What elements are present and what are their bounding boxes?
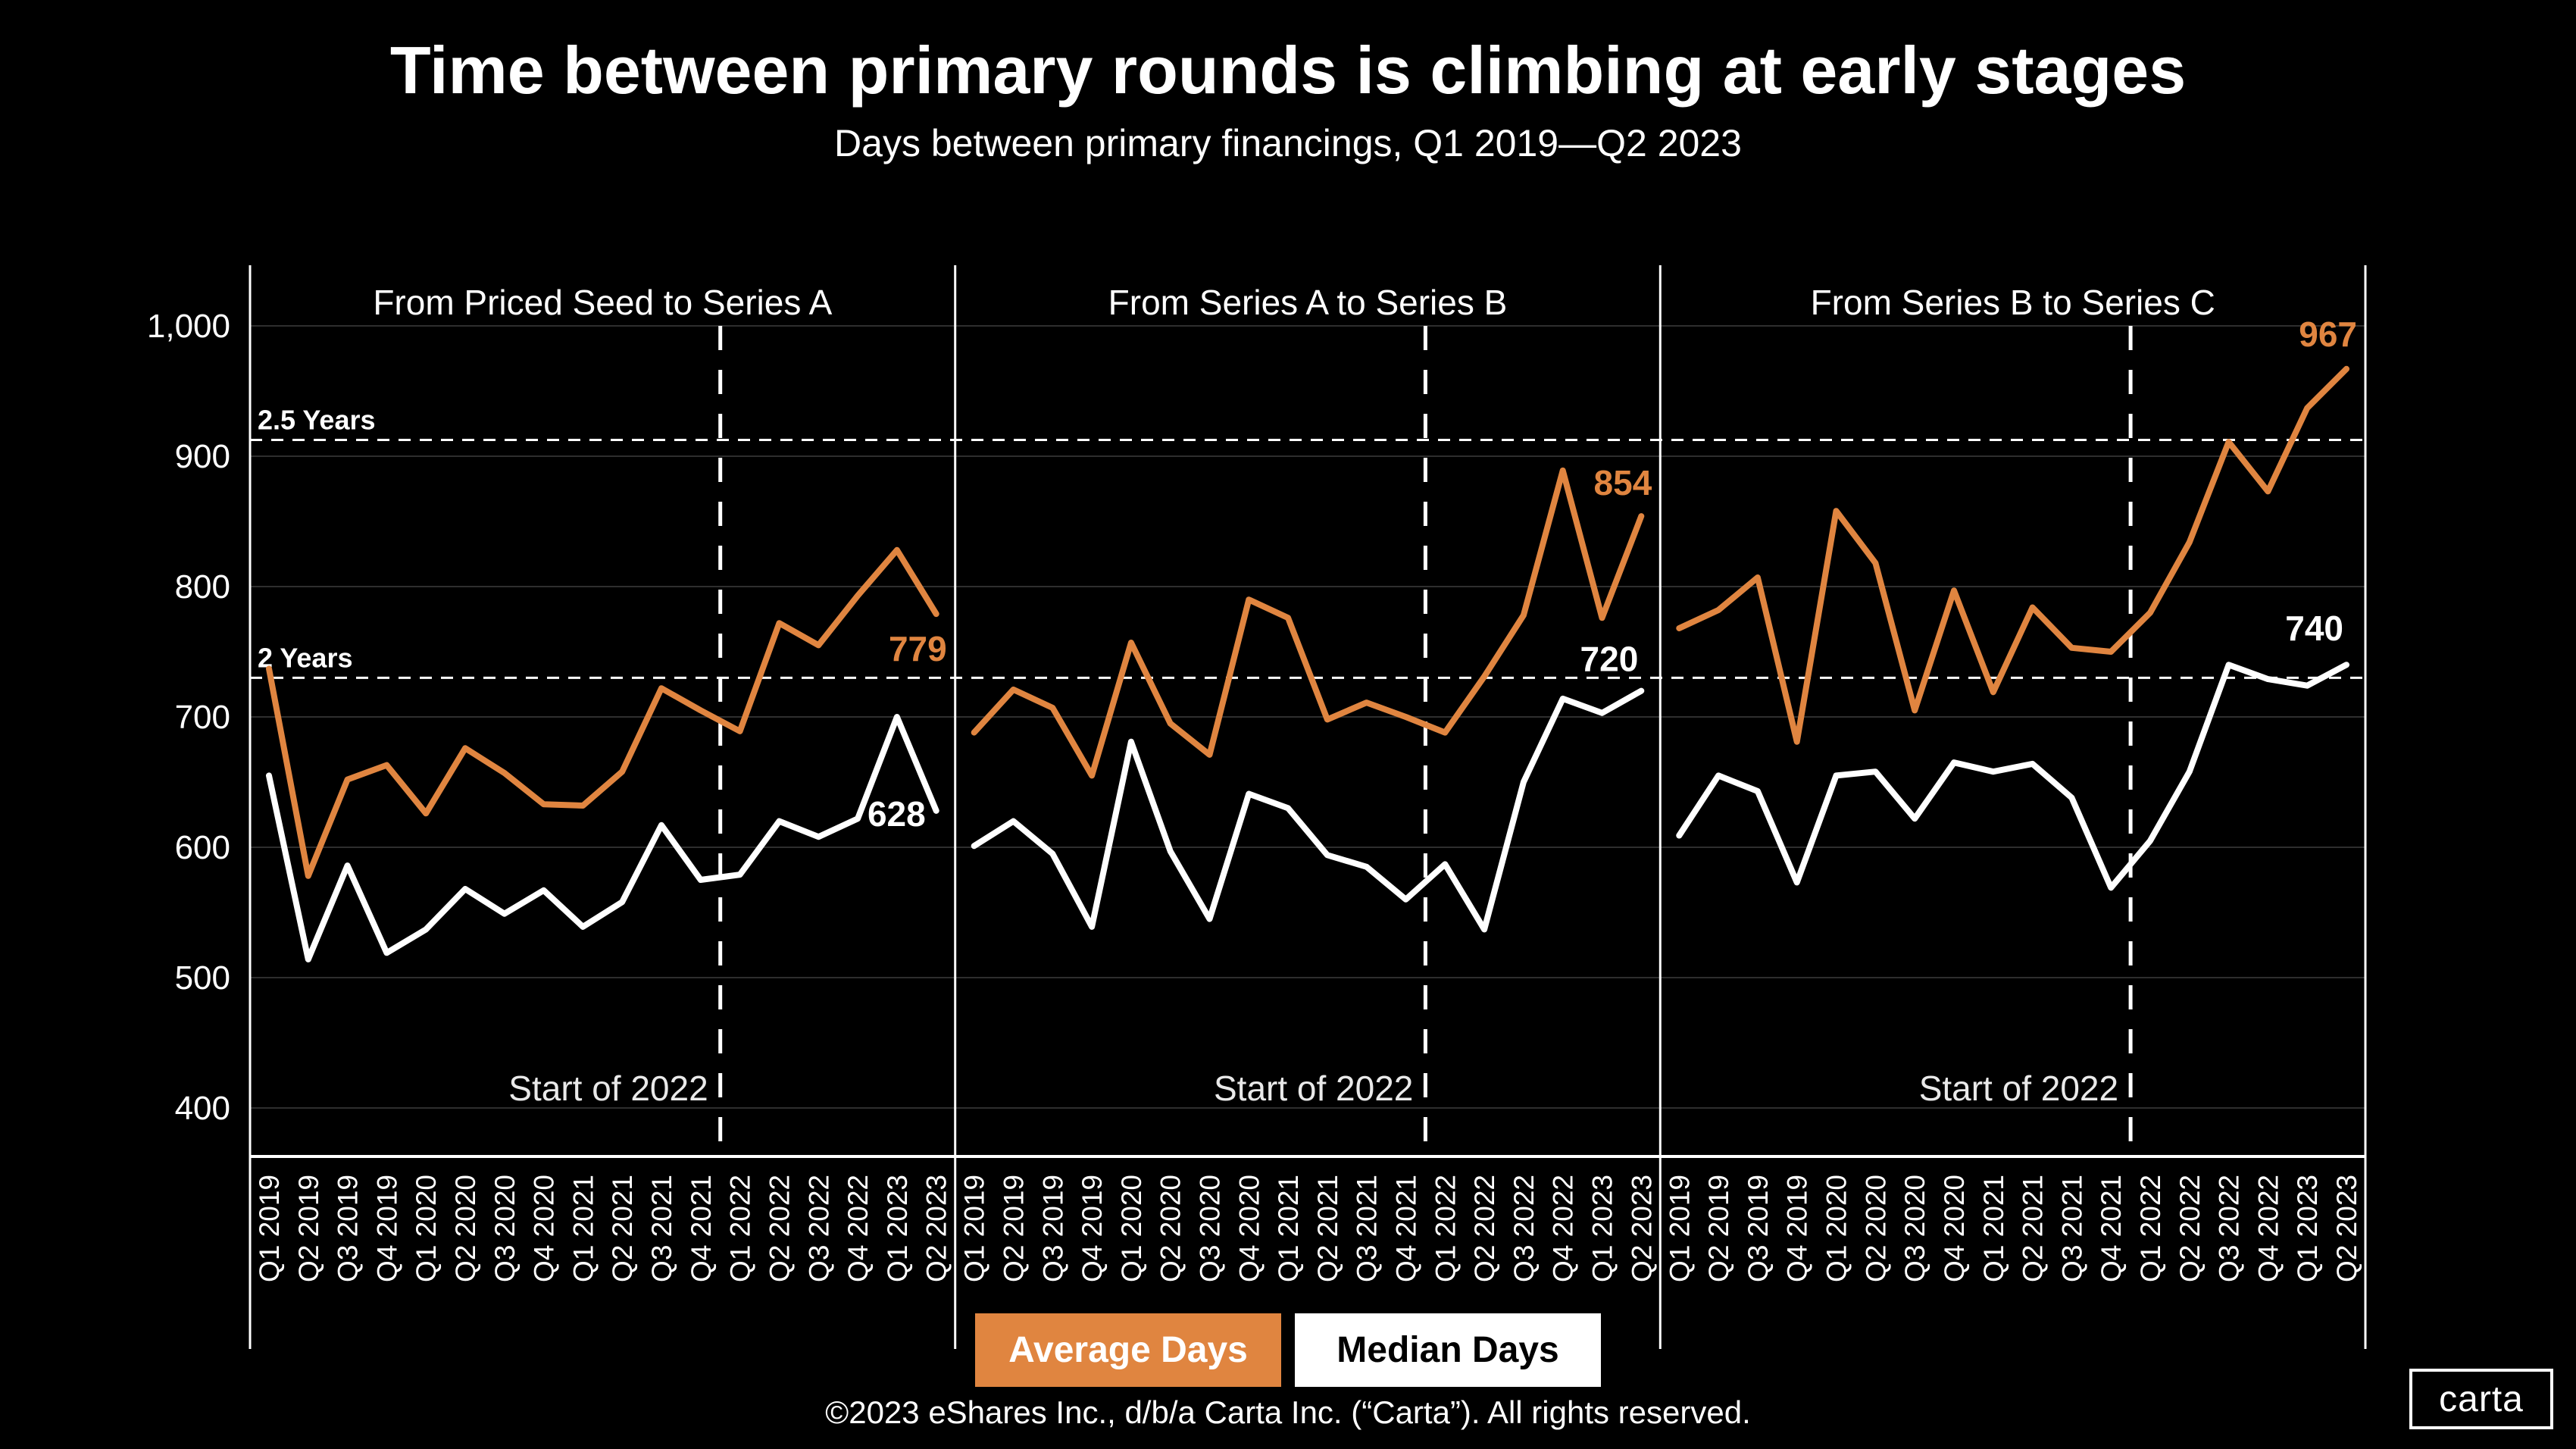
x-axis-tick-label: Q3 2020 (1195, 1175, 1226, 1282)
y-axis-tick-label: 1,000 (147, 308, 230, 345)
x-axis-tick-label: Q1 2020 (411, 1175, 442, 1282)
y-axis-tick-label: 800 (175, 568, 230, 606)
y-axis-tick-label: 700 (175, 699, 230, 736)
legend-average-days-label: Average Days (1008, 1330, 1248, 1370)
x-axis-tick-label: Q1 2020 (1821, 1175, 1852, 1282)
x-axis-tick-label: Q4 2022 (2252, 1175, 2284, 1282)
x-axis-tick-label: Q1 2020 (1116, 1175, 1147, 1282)
x-axis-tick-label: Q3 2022 (2214, 1175, 2245, 1282)
x-axis-tick-label: Q3 2019 (1743, 1175, 1774, 1282)
x-axis-tick-label: Q4 2021 (686, 1175, 717, 1282)
line-median-days (971, 687, 1645, 933)
x-axis-tick-label: Q3 2020 (489, 1175, 521, 1282)
x-axis-tick-label: Q2 2023 (921, 1175, 952, 1282)
x-axis-tick-label: Q3 2019 (333, 1175, 364, 1282)
x-axis-tick-label: Q4 2019 (371, 1175, 402, 1282)
end-value-label-average-days: 854 (1594, 463, 1652, 502)
x-axis-tick-label: Q1 2019 (959, 1175, 990, 1282)
legend-median-days-label: Median Days (1336, 1330, 1559, 1370)
x-axis-tick-label: Q2 2023 (2331, 1175, 2362, 1282)
x-axis-tick-label: Q1 2022 (1430, 1175, 1461, 1282)
x-axis-tick-label: Q2 2019 (293, 1175, 324, 1282)
line-average-days (1676, 365, 2349, 745)
x-axis-tick-label: Q2 2020 (1155, 1175, 1186, 1282)
x-axis-tick-label: Q3 2019 (1037, 1175, 1068, 1282)
x-axis-tick-label: Q3 2022 (1508, 1175, 1540, 1282)
x-axis-tick-label: Q2 2022 (1469, 1175, 1500, 1282)
x-axis-tick-label: Q4 2020 (1939, 1175, 1970, 1282)
x-axis-tick-label: Q4 2021 (2096, 1175, 2127, 1282)
x-axis-tick-label: Q3 2022 (803, 1175, 834, 1282)
page-title: Time between primary rounds is climbing … (389, 33, 2187, 108)
x-axis-tick-label: Q2 2021 (607, 1175, 638, 1282)
x-axis-tick-label: Q3 2021 (646, 1175, 677, 1282)
y-axis-tick-label: 400 (175, 1090, 230, 1127)
x-axis-tick-label: Q2 2021 (2018, 1175, 2049, 1282)
end-value-label-average-days: 779 (889, 629, 947, 668)
y-axis-tick-label: 600 (175, 829, 230, 866)
x-axis-tick-label: Q2 2022 (764, 1175, 796, 1282)
chart-footer: ©2023 eShares Inc., d/b/a Carta Inc. (“C… (0, 1369, 2576, 1431)
start-of-2022-label: Start of 2022 (508, 1069, 708, 1108)
x-axis-tick-label: Q1 2023 (882, 1175, 913, 1282)
x-axis-tick-label: Q1 2021 (1273, 1175, 1304, 1282)
page-subtitle: Days between primary financings, Q1 2019… (834, 122, 1742, 164)
x-axis-tick-label: Q4 2021 (1391, 1175, 1422, 1282)
reference-line-label: 2.5 Years (258, 405, 376, 436)
end-value-label-average-days: 967 (2299, 315, 2357, 354)
x-axis-tick-label: Q1 2021 (567, 1175, 599, 1282)
line-average-days (971, 467, 1645, 779)
panel-title: From Priced Seed to Series A (373, 283, 832, 322)
end-value-label-median-days: 740 (2285, 609, 2343, 648)
x-axis-tick-label: Q1 2021 (1978, 1175, 2009, 1282)
y-axis-tick-label: 500 (175, 959, 230, 997)
x-axis-tick-label: Q1 2019 (1664, 1175, 1695, 1282)
carta-logo-text: carta (2439, 1379, 2524, 1419)
x-axis-tick-label: Q1 2023 (1587, 1175, 1618, 1282)
x-axis-tick-label: Q3 2021 (2056, 1175, 2087, 1282)
x-axis-tick-label: Q2 2020 (450, 1175, 481, 1282)
end-value-label-median-days: 628 (868, 794, 926, 834)
line-median-days (266, 714, 939, 962)
x-axis-tick-label: Q4 2020 (529, 1175, 560, 1282)
x-axis-tick-label: Q2 2019 (1703, 1175, 1734, 1282)
x-axis-tick-label: Q4 2022 (1548, 1175, 1579, 1282)
x-axis-tick-label: Q1 2019 (254, 1175, 285, 1282)
carta-logo: carta (2409, 1369, 2553, 1429)
chart-header: Time between primary rounds is climbing … (0, 32, 2576, 165)
x-axis-tick-label: Q4 2020 (1233, 1175, 1265, 1282)
reference-line-label: 2 Years (258, 642, 352, 673)
x-axis-tick-label: Q2 2021 (1312, 1175, 1343, 1282)
panel-title: From Series A to Series B (1108, 283, 1508, 322)
panel-title: From Series B to Series C (1811, 283, 2215, 322)
x-axis-tick-label: Q3 2021 (1352, 1175, 1383, 1282)
x-axis-tick-label: Q3 2020 (1899, 1175, 1930, 1282)
copyright-text: ©2023 eShares Inc., d/b/a Carta Inc. (“C… (825, 1394, 1751, 1430)
x-axis-tick-label: Q2 2023 (1626, 1175, 1657, 1282)
legend-item-median-days: Median Days (1295, 1313, 1601, 1387)
x-axis-tick-label: Q4 2019 (1782, 1175, 1813, 1282)
x-axis-tick-label: Q1 2022 (2135, 1175, 2166, 1282)
end-value-label-median-days: 720 (1580, 640, 1639, 679)
x-axis-tick-label: Q2 2022 (2174, 1175, 2206, 1282)
x-axis-tick-label: Q2 2020 (1860, 1175, 1891, 1282)
line-average-days (266, 546, 939, 879)
x-axis-tick-label: Q1 2022 (725, 1175, 756, 1282)
x-axis-tick-label: Q1 2023 (2292, 1175, 2323, 1282)
x-axis-tick-label: Q4 2022 (843, 1175, 874, 1282)
start-of-2022-label: Start of 2022 (1919, 1069, 2118, 1108)
start-of-2022-label: Start of 2022 (1214, 1069, 1413, 1108)
x-axis-tick-label: Q4 2019 (1077, 1175, 1108, 1282)
legend: Average Days Median Days (0, 1313, 2576, 1387)
x-axis-tick-label: Q2 2019 (999, 1175, 1030, 1282)
line-median-days (1676, 662, 2349, 891)
y-axis-tick-label: 900 (175, 438, 230, 475)
legend-item-average-days: Average Days (975, 1313, 1281, 1387)
